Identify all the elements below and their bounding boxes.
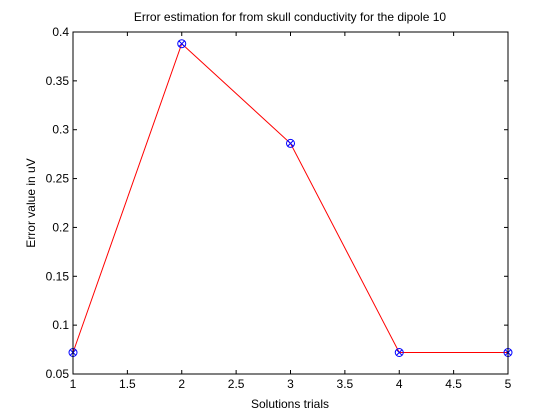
x-tick-label: 3.5 (337, 377, 354, 391)
y-tick-label: 0.2 (52, 220, 69, 234)
x-tick-label: 2 (178, 377, 185, 391)
x-tick-label: 5 (505, 377, 512, 391)
chart-title: Error estimation for from skull conducti… (134, 10, 446, 24)
data-point (177, 39, 187, 49)
y-tick-label: 0.05 (46, 367, 70, 381)
x-tick-label: 1 (70, 377, 77, 391)
x-tick-label: 1.5 (119, 377, 136, 391)
x-tick-label: 4 (396, 377, 403, 391)
plot-background (73, 32, 508, 374)
y-tick-label: 0.4 (52, 25, 69, 39)
y-tick-label: 0.25 (46, 172, 70, 186)
y-tick-label: 0.35 (46, 74, 70, 88)
x-axis-label: Solutions trials (251, 397, 329, 411)
data-series (68, 39, 513, 358)
data-point (394, 348, 404, 358)
axis-ticks: 1 1.5 2 2.5 3 3.5 4 4.5 5 0.05 0.1 0.15 0.2 0.25 0.3 0.… (46, 25, 512, 391)
x-tick-label: 4.5 (445, 377, 462, 391)
x-tick-label: 3 (287, 377, 294, 391)
y-tick-label: 0.3 (52, 123, 69, 137)
y-axis-label: Error value in uV (24, 158, 38, 247)
data-point (286, 138, 295, 148)
plot-frame (72, 31, 509, 375)
x-tick-label: 2.5 (228, 377, 245, 391)
y-tick-label: 0.1 (52, 318, 69, 332)
y-tick-label: 0.15 (46, 269, 70, 283)
